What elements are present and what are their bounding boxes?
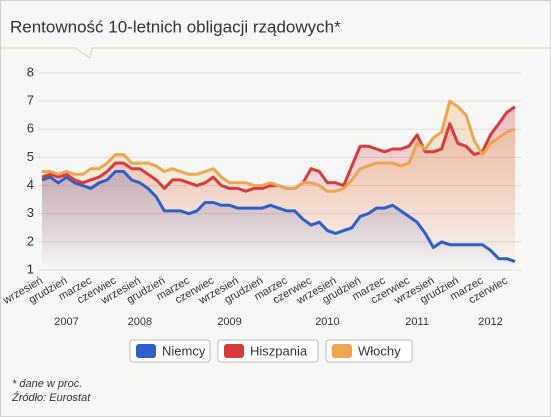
x-year-label: 2007: [54, 316, 78, 328]
legend-swatch: [332, 344, 352, 358]
y-tick-label: 5: [27, 149, 34, 164]
x-year-label: 2009: [217, 316, 241, 328]
areas: [42, 101, 515, 270]
footnote: Źródło: Eurostat: [11, 391, 91, 404]
area: [42, 101, 515, 270]
legend-label: Włochy: [358, 343, 401, 358]
legend-swatch: [224, 344, 244, 358]
chart-title: Rentowność 10-letnich obligacji rządowyc…: [10, 17, 341, 36]
legend-label: Niemcy: [162, 343, 206, 358]
y-tick-label: 7: [27, 93, 34, 108]
footnote: * dane w proc.: [12, 378, 82, 390]
y-tick-label: 3: [27, 205, 34, 220]
x-year-label: 2008: [128, 316, 152, 328]
y-tick-label: 6: [27, 121, 34, 136]
y-tick-label: 4: [27, 177, 34, 192]
y-tick-label: 2: [27, 233, 34, 248]
y-tick-label: 1: [27, 261, 34, 276]
x-year-label: 2012: [478, 316, 502, 328]
line: [42, 99, 516, 193]
line: [41, 170, 516, 264]
x-year-label: 2011: [405, 316, 429, 328]
legend-swatch: [136, 344, 156, 358]
title-frame: [0, 47, 550, 59]
legend-label: Hiszpania: [250, 343, 308, 358]
x-year-label: 2010: [315, 316, 339, 328]
y-tick-label: 8: [27, 64, 34, 79]
